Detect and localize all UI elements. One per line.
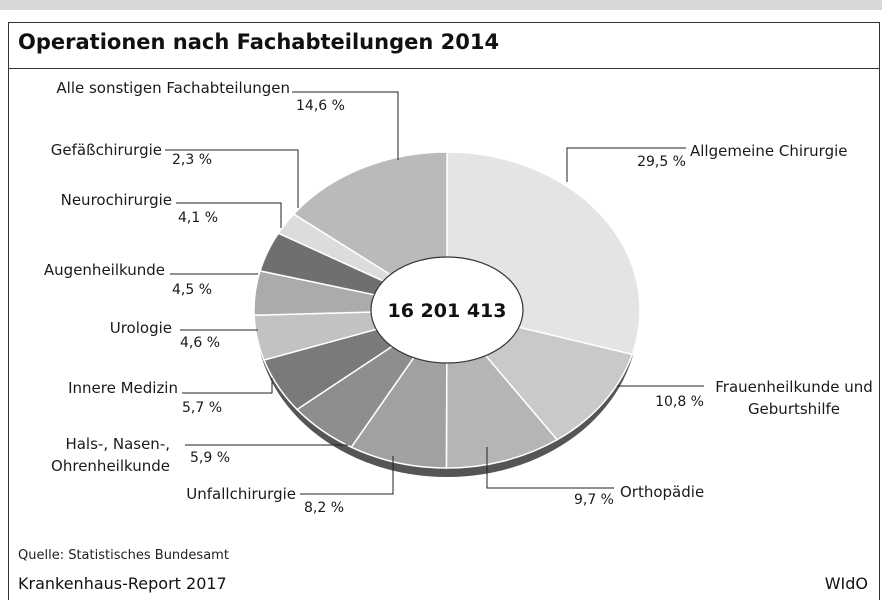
category-label: Alle sonstigen Fachabteilungen xyxy=(56,79,290,97)
leader-line xyxy=(486,447,614,489)
pie-hole xyxy=(370,256,524,364)
category-label: Allgemeine Chirurgie xyxy=(690,142,848,160)
leader-line xyxy=(292,91,399,160)
category-label: Neurochirurgie xyxy=(60,191,172,209)
category-label: Gefäßchirurgie xyxy=(50,141,162,159)
category-label: Orthopädie xyxy=(620,483,705,501)
value-label: 5,9 % xyxy=(190,450,231,466)
value-label: 29,5 % xyxy=(637,154,686,170)
value-label: 2,3 % xyxy=(172,152,213,168)
value-label: 8,2 % xyxy=(304,500,345,516)
value-label: 14,6 % xyxy=(296,98,345,114)
category-label: Urologie xyxy=(109,319,172,337)
chart-title: Operationen nach Fachabteilungen 2014 xyxy=(18,30,500,54)
footer-right: WIdO xyxy=(824,574,868,593)
leader-line xyxy=(165,149,299,208)
category-label: Augenheilkunde xyxy=(43,261,165,279)
leader-line xyxy=(176,202,282,228)
value-label: 5,7 % xyxy=(182,400,223,416)
top-band xyxy=(0,0,882,10)
category-label: Frauenheilkunde und Geburtshilfe xyxy=(715,378,873,418)
footer-left: Krankenhaus-Report 2017 xyxy=(18,574,227,593)
value-label: 4,5 % xyxy=(172,282,213,298)
category-label: Unfallchirurgie xyxy=(186,485,296,503)
value-label: 10,8 % xyxy=(655,394,704,410)
leader-line xyxy=(300,456,394,495)
frame xyxy=(8,22,880,600)
value-label: 4,6 % xyxy=(180,335,221,351)
center-label: 16 201 413 xyxy=(388,300,507,322)
leader-line xyxy=(566,147,686,182)
value-label: 4,1 % xyxy=(178,210,219,226)
category-label: Hals-, Nasen-, Ohrenheilkunde xyxy=(51,435,170,475)
leader-line xyxy=(182,378,273,394)
value-label: 9,7 % xyxy=(573,492,614,508)
category-label: Innere Medizin xyxy=(68,379,178,397)
source: Quelle: Statistisches Bundesamt xyxy=(18,548,229,563)
